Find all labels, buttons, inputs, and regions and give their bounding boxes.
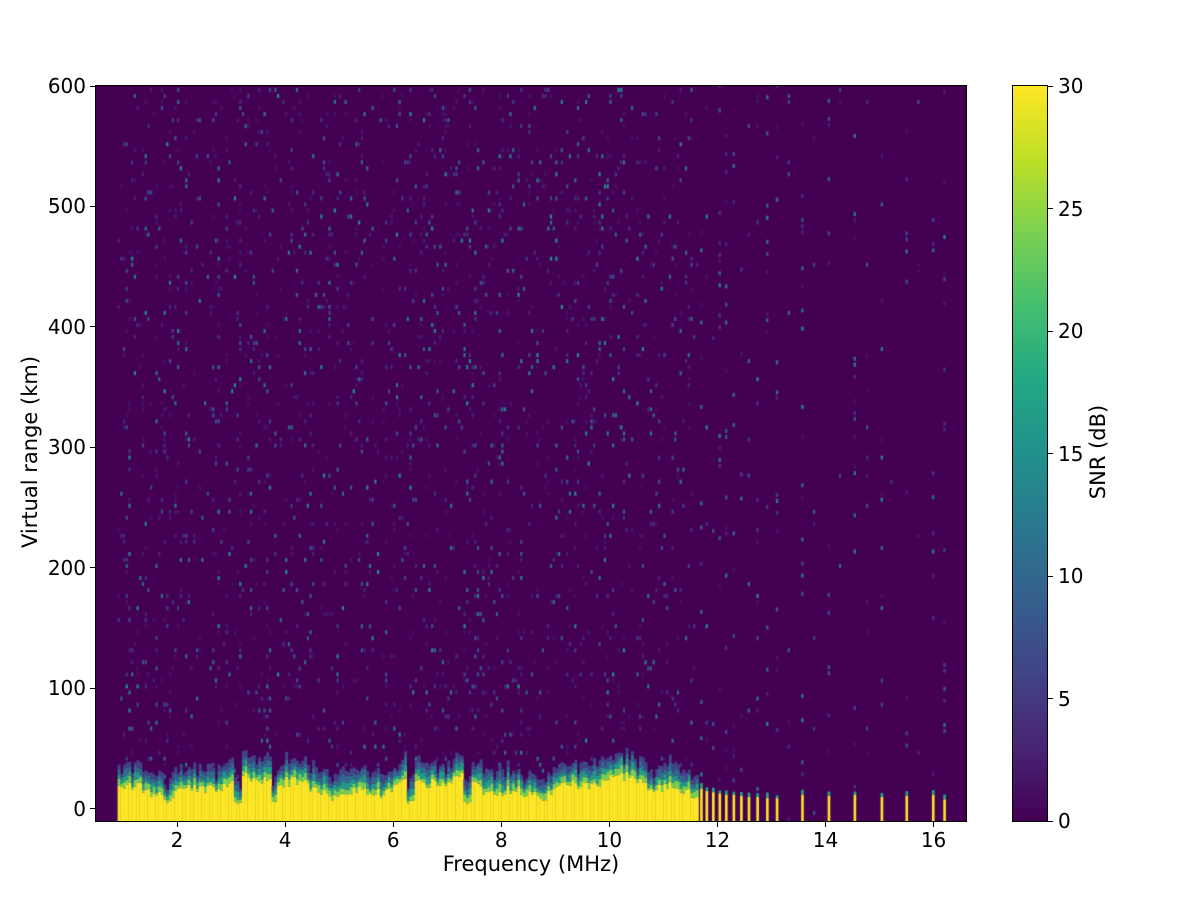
y-tick-label: 100: [47, 676, 86, 701]
x-tickmark: [500, 822, 502, 827]
ionogram-heatmap: [96, 86, 966, 821]
colorbar-tickmark: [1048, 208, 1053, 209]
y-tickmark: [90, 85, 95, 87]
colorbar-tickmark: [1048, 330, 1053, 332]
x-tick-label: 4: [278, 828, 292, 852]
x-tickmark: [284, 822, 286, 827]
x-tickmark: [716, 822, 718, 827]
y-tickmark: [90, 687, 95, 689]
x-tickmark: [825, 822, 826, 827]
y-tick-label: 0: [73, 796, 86, 821]
x-tick-label: 2: [170, 828, 184, 852]
colorbar-tickmark: [1048, 575, 1053, 577]
colorbar-tick-label: 5: [1058, 686, 1071, 711]
y-tickmark: [90, 326, 95, 328]
colorbar-tick-label: 25: [1058, 196, 1084, 221]
colorbar-label: SNR (dB): [1086, 404, 1110, 500]
y-tickmark: [90, 808, 95, 810]
y-tick-label: 500: [47, 194, 86, 219]
x-tickmark: [933, 822, 935, 827]
colorbar-tickmark: [1048, 698, 1053, 699]
y-tick-label: 400: [47, 314, 86, 339]
x-tickmark: [608, 822, 610, 827]
colorbar-tick-label: 20: [1058, 319, 1084, 343]
x-tick-label: 12: [704, 828, 731, 852]
y-tick-label: 600: [47, 74, 86, 98]
y-tickmark: [90, 205, 95, 207]
x-tick-label: 6: [386, 828, 400, 852]
x-tickmark: [392, 822, 394, 827]
colorbar-tick-label: 15: [1058, 441, 1084, 466]
plot-area: [95, 85, 967, 822]
y-tickmark: [90, 446, 95, 448]
colorbar-tickmark: [1048, 820, 1053, 822]
colorbar-gradient: [1013, 86, 1047, 821]
colorbar-tick-label: 0: [1058, 809, 1071, 833]
colorbar-tick-label: 10: [1058, 564, 1084, 588]
y-tick-label: 300: [47, 435, 86, 460]
x-tickmark: [176, 822, 178, 827]
x-axis-label: Frequency (MHz): [442, 852, 620, 876]
colorbar-tickmark: [1048, 85, 1053, 87]
x-tick-label: 16: [920, 828, 947, 852]
colorbar: [1012, 85, 1048, 822]
y-tick-label: 200: [47, 555, 86, 580]
x-tick-label: 10: [596, 828, 623, 852]
y-tickmark: [90, 567, 95, 569]
colorbar-tick-label: 30: [1058, 74, 1084, 98]
x-tick-label: 8: [494, 828, 508, 852]
x-tick-label: 14: [812, 828, 839, 852]
colorbar-tickmark: [1048, 453, 1053, 454]
